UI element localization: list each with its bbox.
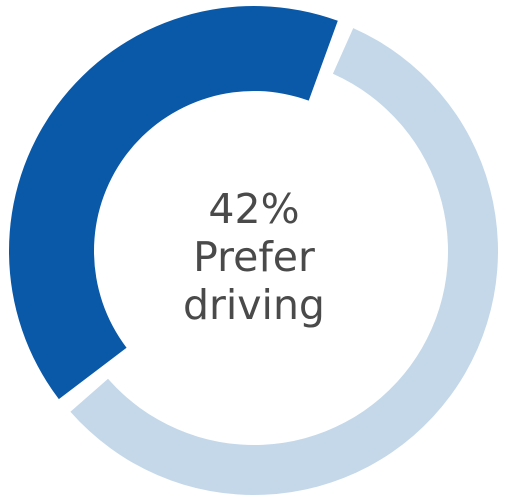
donut-slice-remaining — [70, 28, 499, 496]
center-label-percent: 42% — [208, 185, 300, 233]
center-label: 42% Prefer driving — [154, 185, 354, 329]
center-label-line2: driving — [183, 281, 325, 329]
donut-slice-prefer-driving — [9, 6, 338, 400]
center-label-line1: Prefer — [193, 233, 315, 281]
